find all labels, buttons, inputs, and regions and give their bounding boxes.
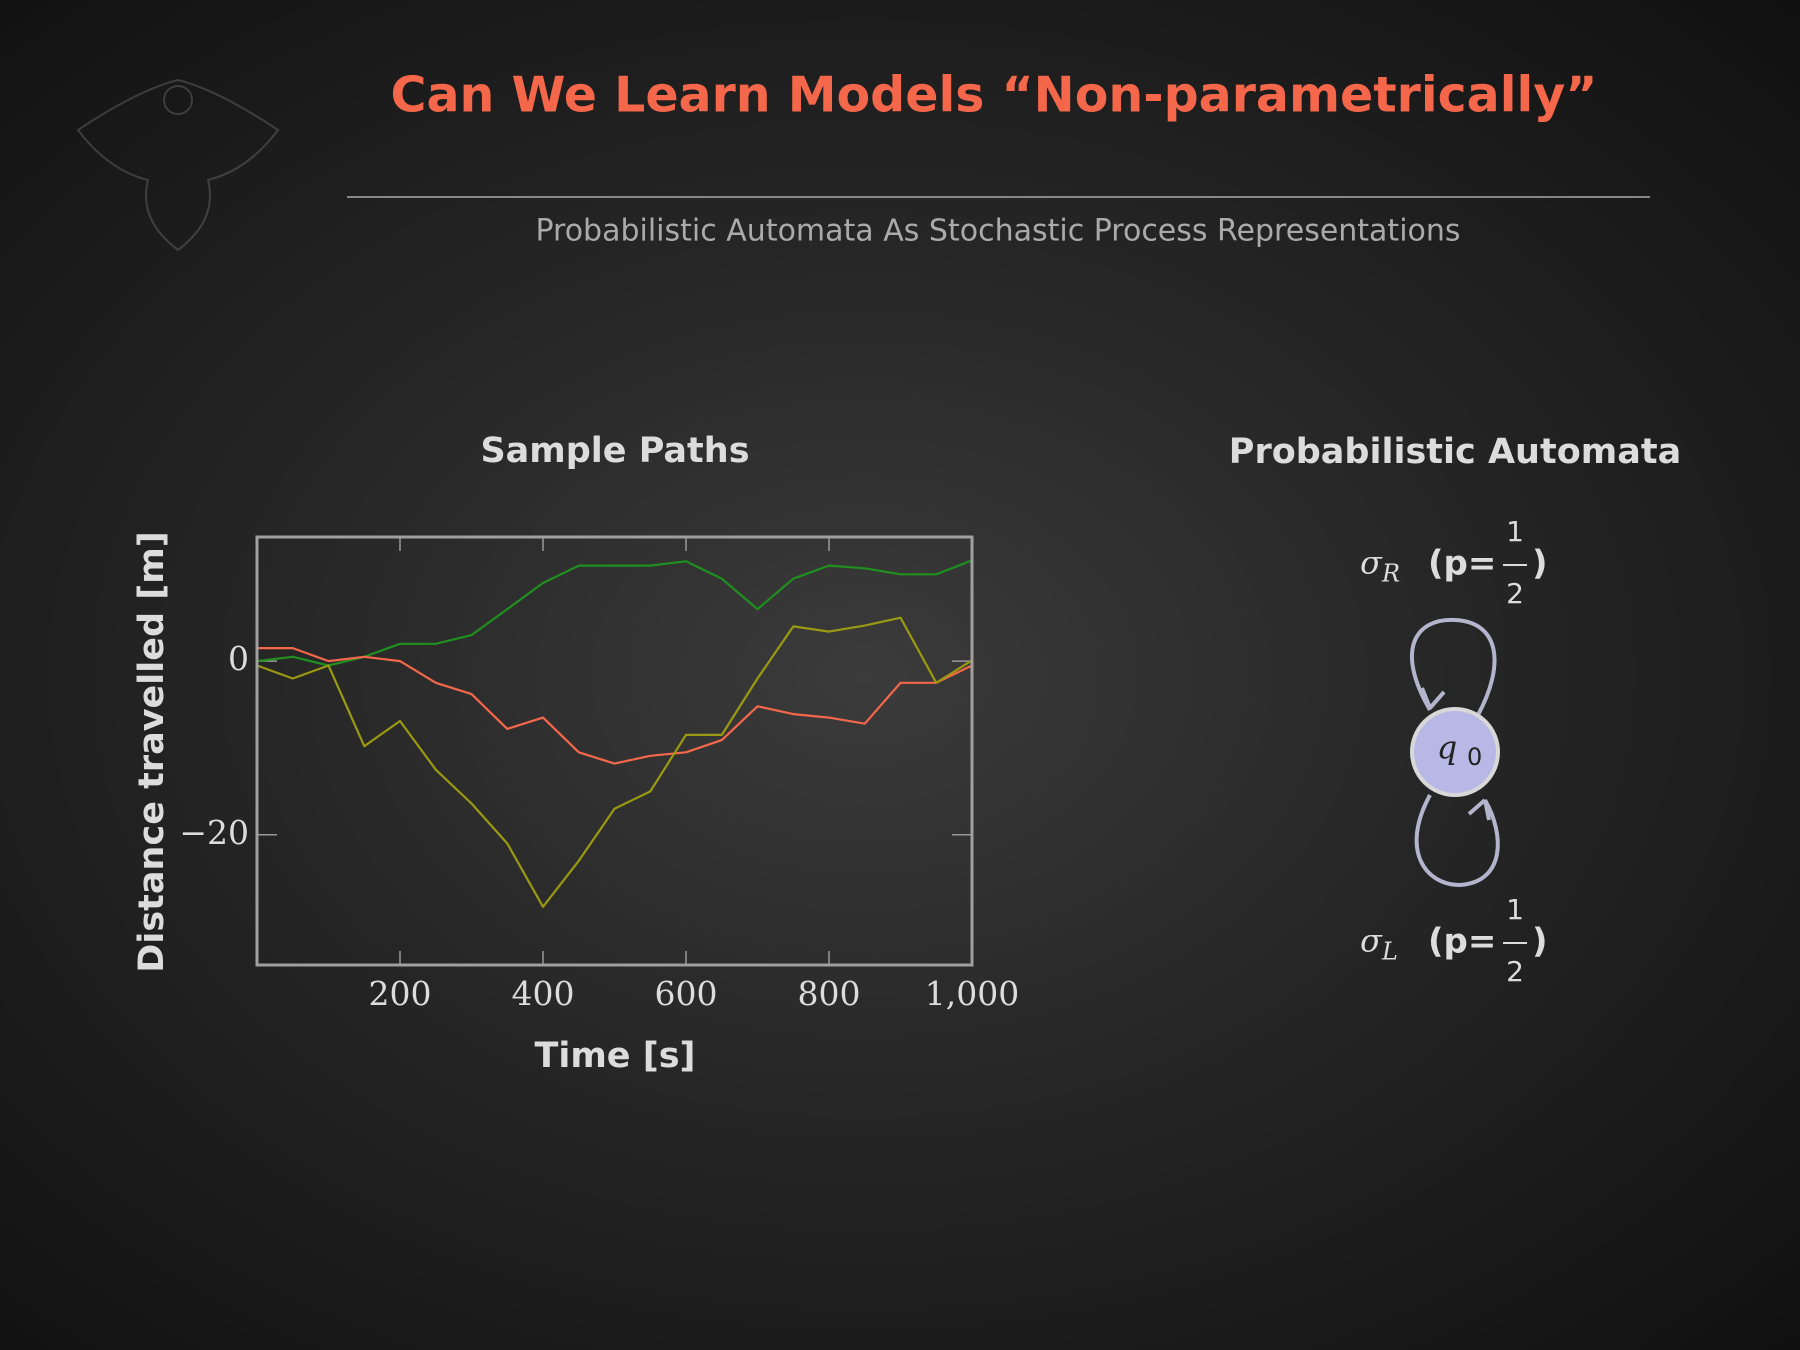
edge-symbol: σ — [1360, 544, 1383, 582]
x-tick-label: 1,000 — [925, 974, 1019, 1013]
logo — [76, 78, 280, 252]
edge-symbol: σ — [1360, 922, 1383, 960]
edge-denominator: 2 — [1506, 577, 1524, 610]
plot-frame — [255, 535, 974, 967]
state-node — [1410, 707, 1500, 797]
arrow-head — [1420, 687, 1446, 710]
data-line — [256, 616, 973, 908]
x-tick-label: 800 — [798, 974, 861, 1013]
plot: 200 400 600 800 1,000 −20 0 — [179, 535, 1019, 1013]
edge-denominator: 2 — [1506, 955, 1524, 988]
edge-prefix: (p= — [1428, 544, 1496, 584]
y-axis-label: Distance travelled [m] — [132, 531, 172, 972]
x-axis-label: Time [s] — [534, 1036, 695, 1076]
edge-subscript: R — [1381, 560, 1400, 588]
data-line — [257, 647, 973, 765]
data-line — [256, 559, 973, 667]
edge-labels: σ R (p=12)σ L (p=12) — [1360, 515, 1548, 988]
x-tick-label: 400 — [512, 974, 575, 1013]
y-tick-label: −20 — [179, 813, 249, 852]
edge-suffix: ) — [1532, 922, 1548, 962]
edge-numerator: 1 — [1506, 893, 1524, 926]
node-subscript: 0 — [1467, 743, 1482, 771]
x-tick-label: 200 — [369, 974, 432, 1013]
edge-subscript: L — [1381, 938, 1398, 966]
loop-bottom — [1414, 794, 1500, 888]
slide-title: Can We Learn Models “Non-parametrically” — [391, 67, 1598, 124]
loop-top — [1410, 617, 1497, 716]
diagram-title: Probabilistic Automata — [1229, 432, 1681, 472]
edge-numerator: 1 — [1506, 515, 1524, 548]
edge-prefix: (p= — [1428, 922, 1496, 962]
slide-subtitle: Probabilistic Automata As Stochastic Pro… — [535, 214, 1460, 249]
arrow-head — [1467, 798, 1491, 821]
y-tick-label: 0 — [228, 639, 249, 678]
node-label: q — [1437, 729, 1457, 767]
automaton — [1410, 617, 1500, 888]
chart-title: Sample Paths — [480, 431, 749, 471]
x-tick-label: 600 — [655, 974, 718, 1013]
edge-suffix: ) — [1532, 544, 1548, 584]
